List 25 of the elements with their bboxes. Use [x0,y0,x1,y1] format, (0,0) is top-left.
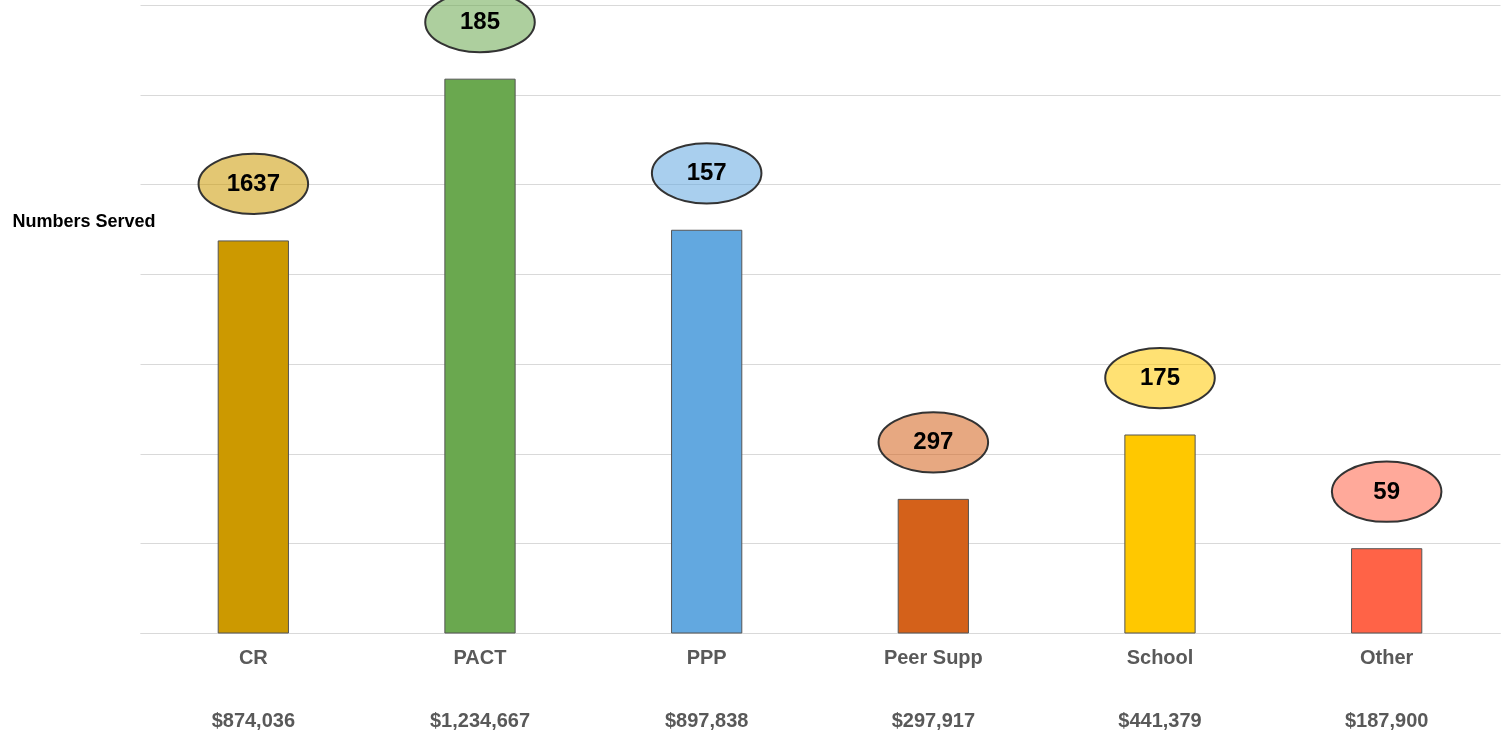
annotation: 1637 [226,168,281,196]
y-axis-title: Numbers Served [12,210,156,231]
bar [1124,434,1196,634]
annotation: 185 [459,7,501,35]
data-label: $187,900 [1344,709,1429,731]
data-label: $297,917 [891,709,976,731]
x-tick-label: School [1126,645,1194,668]
annotation: 157 [686,158,727,186]
annotation: 59 [1373,476,1401,504]
x-tick-label: Peer Supp [883,645,983,668]
bar [897,498,969,634]
bar [217,240,289,634]
bar [671,229,743,634]
data-label: $1,234,667 [429,709,531,731]
x-tick-label: PACT [453,645,507,668]
annotation: 175 [1139,363,1181,391]
x-tick-label: Other [1359,645,1414,668]
x-tick-label: CR [238,645,269,668]
data-label: $874,036 [211,709,296,731]
x-tick-label: PPP [686,645,727,668]
bar [444,78,516,634]
annotation: 297 [913,427,954,455]
data-label: $897,838 [664,709,749,731]
data-label: $441,379 [1118,709,1202,731]
bar [1351,548,1423,634]
